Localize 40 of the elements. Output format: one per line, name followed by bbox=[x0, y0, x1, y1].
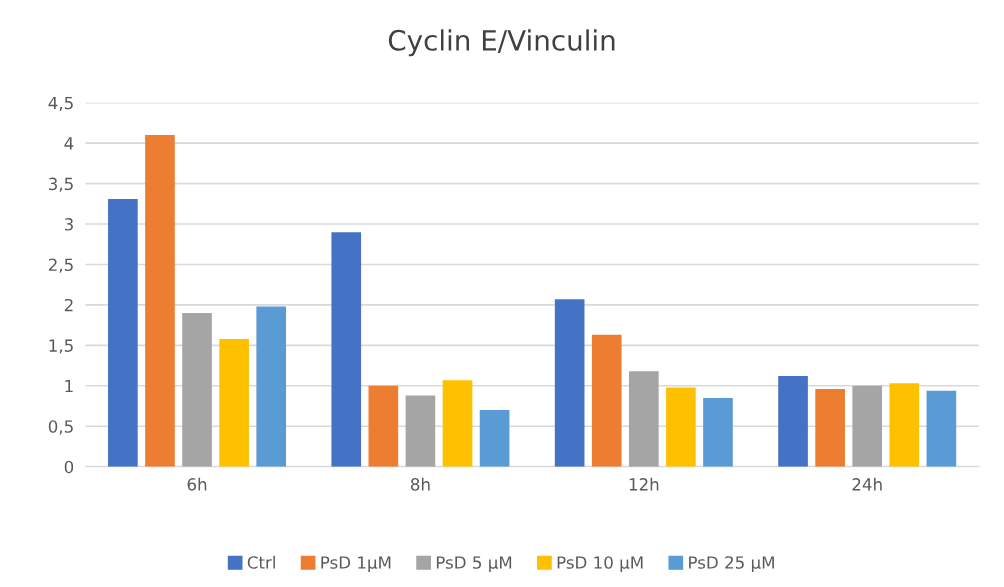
bar bbox=[926, 390, 957, 467]
y-tick-label: 1 bbox=[65, 379, 73, 393]
bar bbox=[256, 306, 287, 467]
x-tick-label: 8h bbox=[410, 477, 430, 491]
bar bbox=[666, 387, 696, 467]
x-tick-label: 24h bbox=[852, 477, 882, 491]
y-tick-label: 4,5 bbox=[48, 96, 73, 111]
chart-title: Cyclin E/Vinculin bbox=[388, 29, 615, 57]
bar bbox=[479, 410, 510, 467]
bar bbox=[591, 334, 622, 467]
bar bbox=[703, 397, 733, 467]
y-tick-label: 2 bbox=[64, 298, 73, 312]
bar bbox=[554, 299, 585, 467]
bar bbox=[331, 232, 362, 467]
legend-label: PsD 10 µM bbox=[557, 556, 643, 572]
y-tick-label: 3 bbox=[64, 218, 73, 231]
bar bbox=[108, 198, 138, 467]
x-tick-label: 12h bbox=[629, 477, 659, 491]
bar bbox=[628, 371, 659, 467]
x-tick-label: 6h bbox=[187, 477, 207, 491]
y-tick-label: 2,5 bbox=[48, 258, 73, 273]
y-tick-label: 1,5 bbox=[49, 339, 73, 354]
legend-label: PsD 5 µM bbox=[436, 556, 512, 572]
legend-label: PsD 1µM bbox=[321, 556, 391, 572]
bar bbox=[145, 135, 175, 467]
y-tick-label: 0,5 bbox=[48, 420, 73, 435]
bar bbox=[778, 376, 808, 467]
bar bbox=[852, 385, 883, 467]
bar bbox=[442, 380, 473, 467]
legend-label: Ctrl bbox=[247, 555, 275, 569]
bar bbox=[368, 385, 399, 467]
bar bbox=[889, 383, 920, 467]
bar bbox=[815, 389, 845, 467]
bar bbox=[219, 338, 249, 467]
legend-label: PsD 25 µM bbox=[689, 556, 774, 572]
bar bbox=[405, 395, 436, 467]
bar bbox=[182, 313, 212, 467]
y-tick-label: 4 bbox=[64, 137, 74, 150]
y-tick-label: 0 bbox=[64, 460, 74, 474]
y-tick-label: 3,5 bbox=[48, 177, 73, 192]
